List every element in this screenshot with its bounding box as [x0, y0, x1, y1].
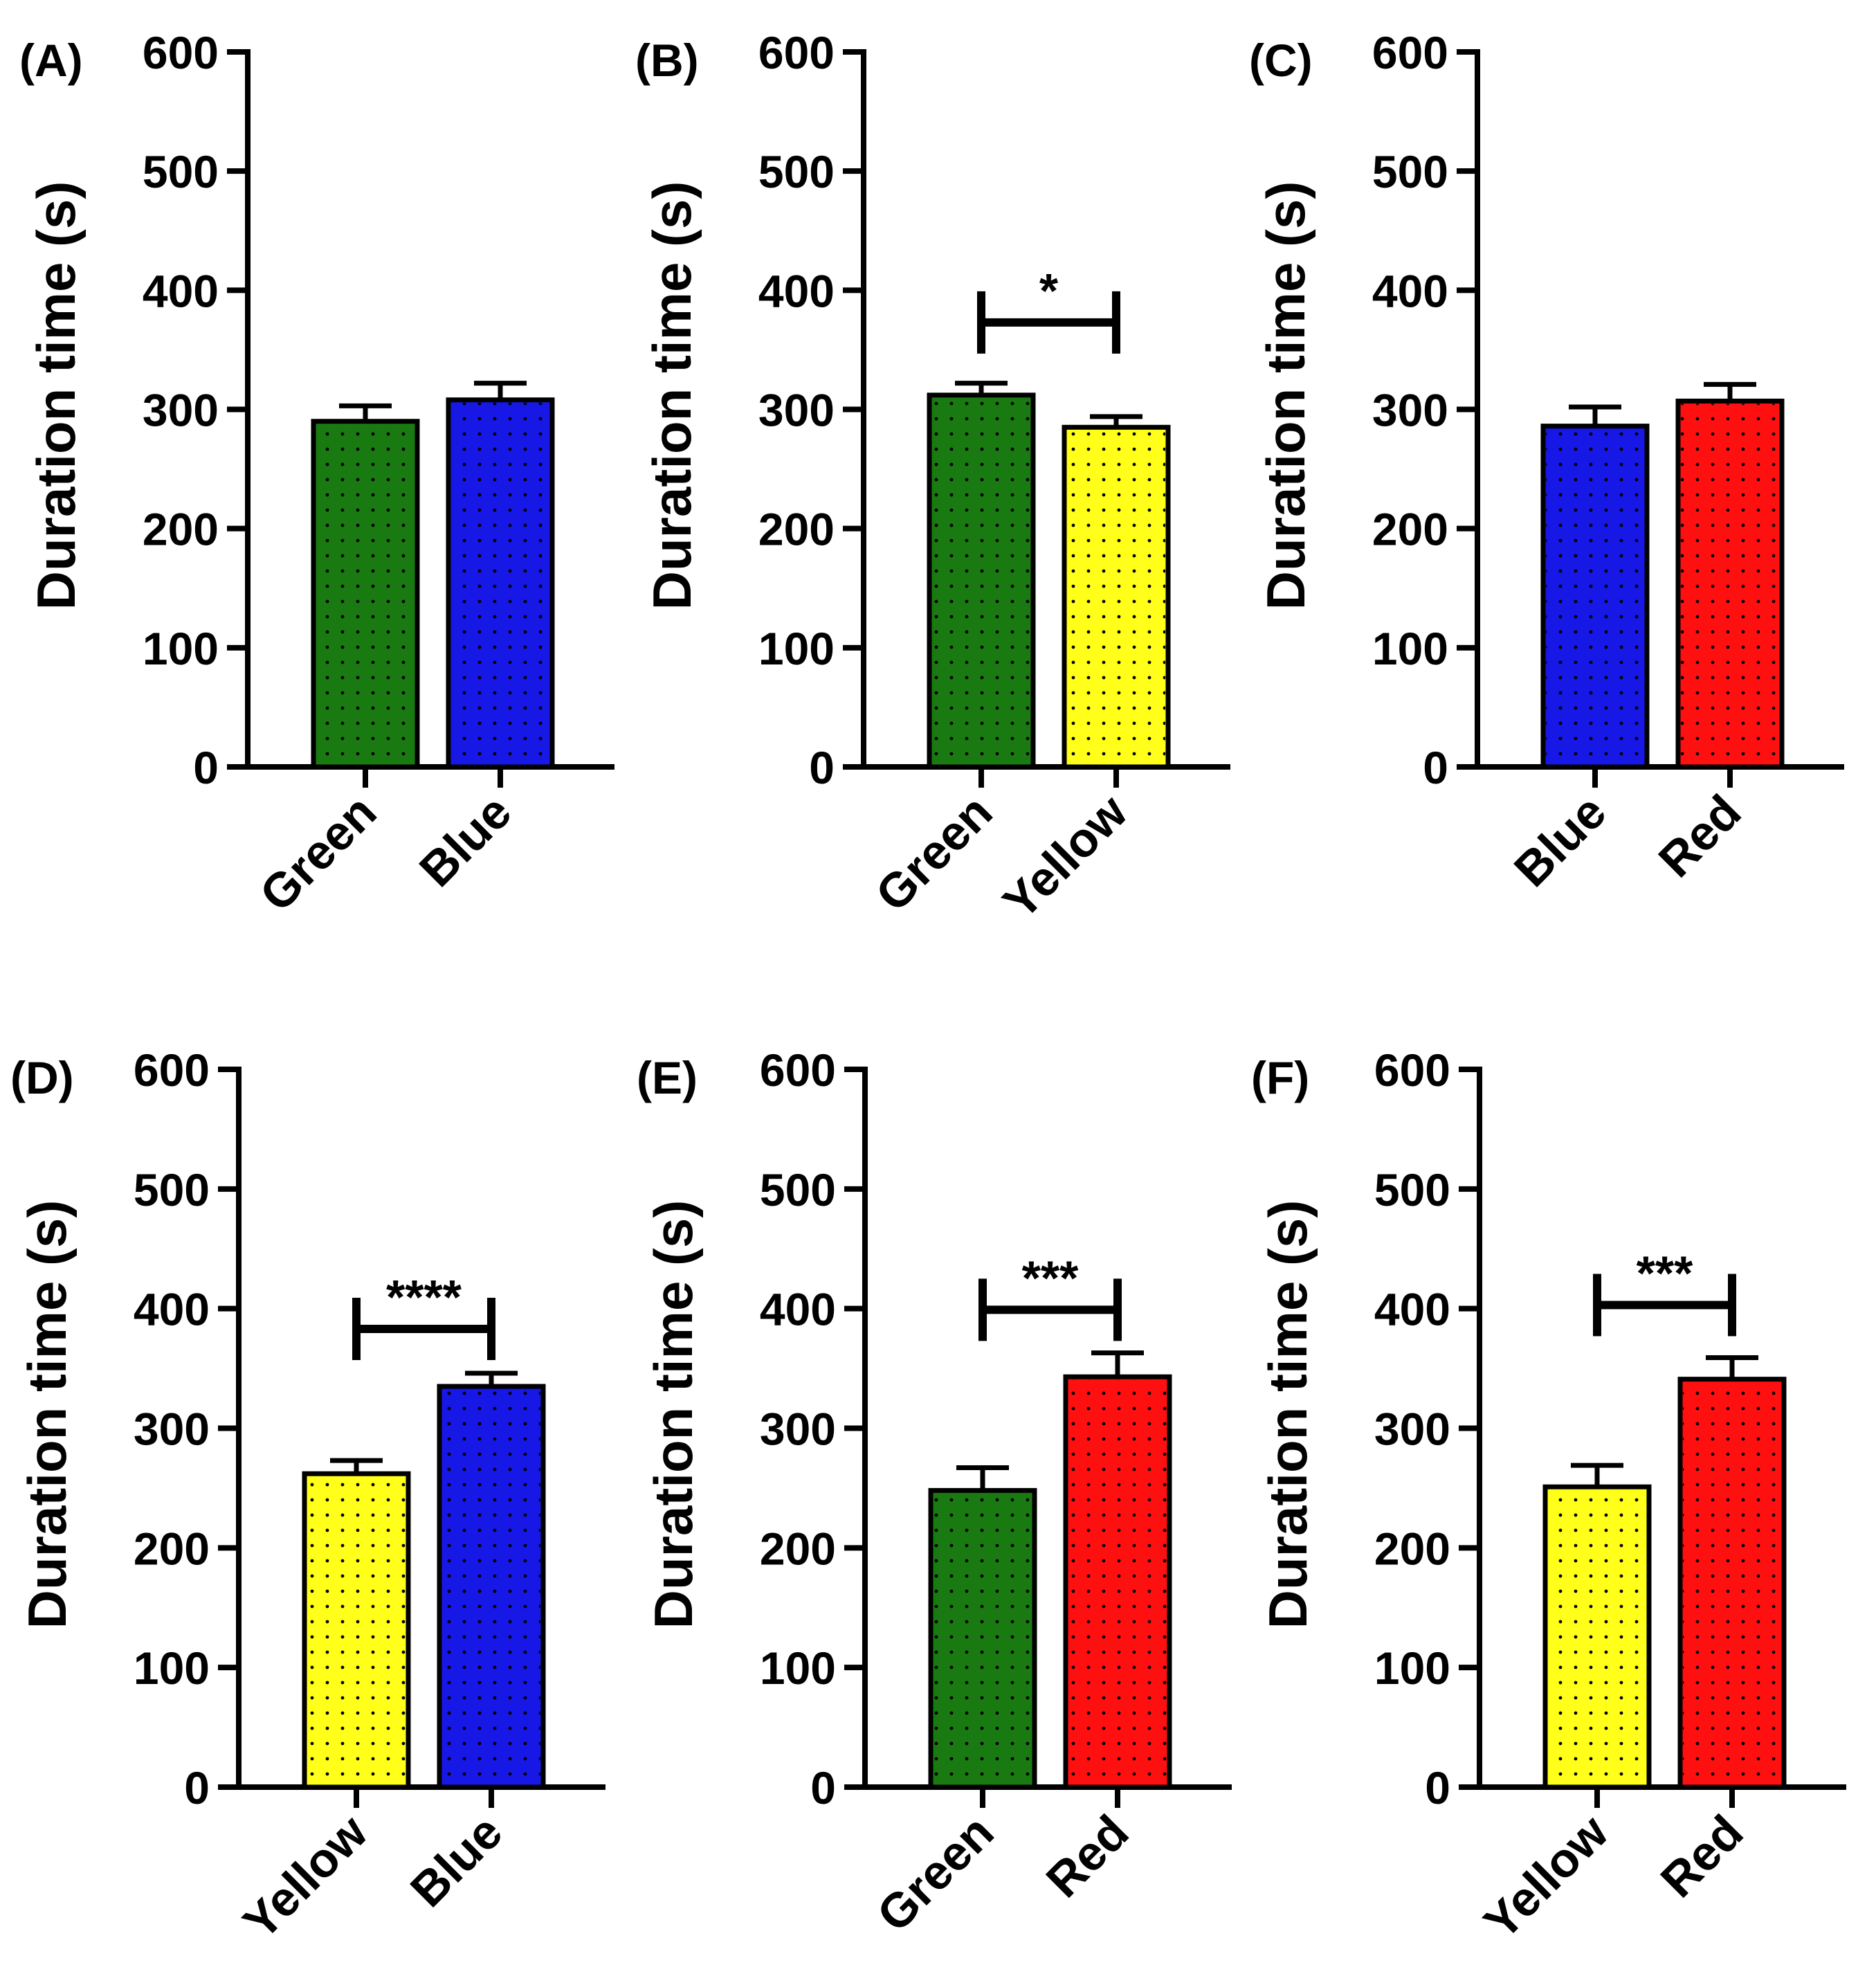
y-axis-label: Duration time (s) [643, 1200, 704, 1629]
x-tick-label: Yellow [1473, 1804, 1619, 1950]
bar-dot-overlay [1681, 404, 1779, 764]
x-tick-label: Red [1650, 1804, 1754, 1908]
x-tick-label: Blue [409, 784, 521, 896]
y-tick-label: 300 [143, 385, 219, 436]
bar-dot-overlay [307, 1476, 406, 1784]
y-tick-label: 300 [1374, 1404, 1450, 1455]
chart-panel-e: (E) Duration time (s) 0 100 200 300 400 500 600 G… [637, 1044, 1232, 1942]
y-tick-label: 100 [134, 1642, 210, 1694]
bar-dot-overlay [316, 424, 415, 764]
x-tick-label: Blue [1504, 784, 1616, 896]
y-tick-label: 200 [1374, 1523, 1450, 1574]
y-tick-label: 200 [760, 1523, 836, 1574]
y-tick-label: 200 [143, 504, 219, 555]
bar-dot-overlay [1546, 428, 1644, 764]
y-tick-label: 100 [1374, 1642, 1450, 1694]
bar-dot-overlay [934, 1493, 1032, 1784]
y-tick-label: 500 [758, 146, 835, 197]
y-tick-label: 0 [184, 1762, 210, 1813]
panel-label: (F) [1251, 1052, 1309, 1103]
x-tick-label: Red [1036, 1804, 1139, 1908]
chart-panel-b: (B) Duration time (s) 0 100 200 300 400 500 600 G… [635, 27, 1230, 930]
y-tick-label: 0 [809, 742, 835, 793]
y-tick-label: 300 [760, 1404, 836, 1455]
y-tick-label: 500 [143, 146, 219, 197]
panel-label: (C) [1249, 35, 1313, 86]
bar-dot-overlay [1548, 1489, 1646, 1784]
significance-label: * [1039, 264, 1059, 318]
y-axis-label: Duration time (s) [641, 181, 702, 610]
y-tick-label: 100 [143, 623, 219, 674]
y-tick-label: 600 [1374, 1044, 1450, 1096]
y-tick-label: 200 [758, 504, 835, 555]
significance-label: *** [1022, 1251, 1079, 1305]
significance-label: *** [1637, 1246, 1693, 1300]
panel-label: (E) [637, 1052, 698, 1103]
y-tick-label: 400 [760, 1284, 836, 1335]
y-tick-label: 300 [1372, 385, 1448, 436]
y-tick-label: 200 [1372, 504, 1448, 555]
y-tick-label: 0 [193, 742, 219, 793]
chart-panel-c: (C) Duration time (s) 0 100 200 300 400 500 600 B… [1249, 27, 1844, 897]
y-tick-label: 600 [1372, 27, 1448, 78]
y-tick-label: 300 [758, 385, 835, 436]
bar-dot-overlay [1683, 1382, 1781, 1784]
panel-label: (B) [635, 35, 699, 86]
bar-dot-overlay [1067, 430, 1165, 764]
y-tick-label: 200 [134, 1523, 210, 1574]
y-axis-label: Duration time (s) [1255, 181, 1316, 610]
x-tick-label: Green [865, 784, 1002, 921]
chart-panel-a: (A) Duration time (s) 0 100 200 300 400 500 600 G… [19, 27, 614, 922]
bar-dot-overlay [442, 1389, 540, 1784]
y-tick-label: 500 [1372, 146, 1448, 197]
y-tick-label: 600 [758, 27, 835, 78]
y-tick-label: 400 [143, 265, 219, 316]
bar-dot-overlay [1068, 1379, 1167, 1784]
bar-dot-overlay [932, 397, 1030, 764]
x-tick-label: Yellow [233, 1804, 378, 1950]
y-axis-label: Duration time (s) [17, 1200, 78, 1629]
chart-panel-d: (D) Duration time (s) 0 100 200 300 400 500 600 Y… [10, 1044, 605, 1950]
y-tick-label: 400 [1372, 265, 1448, 316]
y-tick-label: 400 [758, 265, 835, 316]
y-tick-label: 100 [758, 623, 835, 674]
y-tick-label: 600 [134, 1044, 210, 1096]
y-axis-label: Duration time (s) [26, 181, 86, 610]
y-tick-label: 100 [760, 1642, 836, 1694]
chart-panel-f: (F) Duration time (s) 0 100 200 300 400 500 600 Y… [1251, 1044, 1846, 1950]
y-tick-label: 0 [1425, 1762, 1450, 1813]
y-tick-label: 600 [760, 1044, 836, 1096]
x-tick-label: Red [1648, 784, 1751, 887]
panel-label: (D) [10, 1052, 74, 1103]
bar-dot-overlay [451, 402, 549, 764]
x-tick-label: Blue [400, 1804, 512, 1917]
x-tick-label: Yellow [992, 784, 1138, 930]
y-tick-label: 600 [143, 27, 219, 78]
x-tick-label: Green [866, 1804, 1003, 1941]
y-tick-label: 500 [760, 1164, 836, 1215]
y-tick-label: 500 [134, 1164, 210, 1215]
panel-label: (A) [19, 35, 83, 86]
significance-label: **** [386, 1270, 462, 1324]
y-tick-label: 0 [1423, 742, 1448, 793]
y-axis-label: Duration time (s) [1257, 1200, 1318, 1629]
y-tick-label: 400 [134, 1284, 210, 1335]
y-tick-label: 500 [1374, 1164, 1450, 1215]
y-tick-label: 300 [134, 1404, 210, 1455]
y-tick-label: 0 [810, 1762, 836, 1813]
y-tick-label: 400 [1374, 1284, 1450, 1335]
y-tick-label: 100 [1372, 623, 1448, 674]
x-tick-label: Green [249, 784, 386, 921]
